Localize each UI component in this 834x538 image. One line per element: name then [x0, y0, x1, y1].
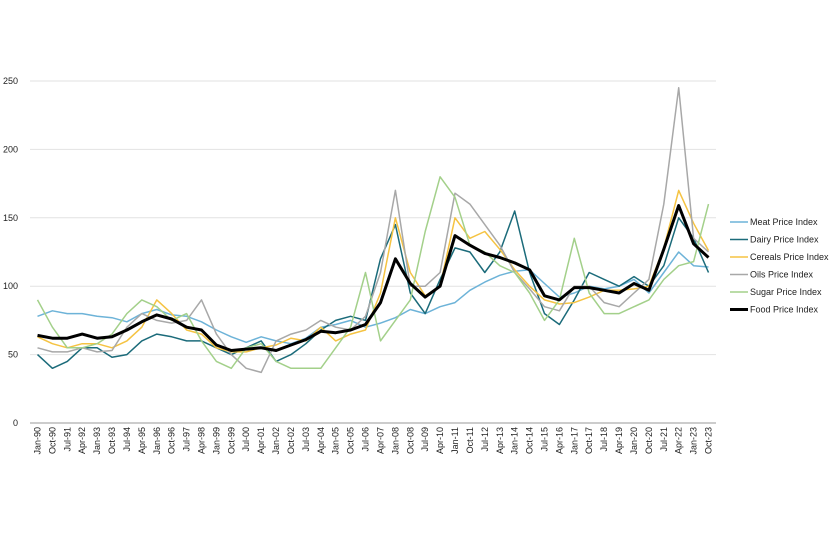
y-tick-label: 100 [3, 281, 18, 291]
x-tick-label: Apr-92 [77, 427, 87, 454]
x-tick-label: Jul-03 [301, 427, 311, 452]
series-line [36, 176, 710, 370]
x-tick-label: Oct-17 [584, 427, 594, 454]
x-tick-label: Jan-93 [92, 427, 102, 455]
legend-label: Food Price Index [750, 305, 819, 315]
x-tick-label: Jul-06 [361, 427, 371, 452]
x-tick-label: Oct-08 [405, 427, 415, 454]
x-tick-label: Oct-90 [47, 427, 57, 454]
x-tick-label: Apr-98 [197, 427, 207, 454]
x-tick-label: Oct-11 [465, 427, 475, 453]
x-tick-label: Jan-23 [689, 427, 699, 455]
x-tick-label: Apr-16 [554, 427, 564, 454]
x-tick-label: Jul-97 [182, 427, 192, 452]
x-tick-label: Apr-95 [137, 427, 147, 454]
x-tick-label: Jan-96 [152, 427, 162, 455]
x-tick-label: Jan-14 [510, 427, 520, 455]
x-tick-label: Apr-13 [495, 427, 505, 454]
y-tick-label: 150 [3, 213, 18, 223]
x-tick-label: Jan-08 [390, 427, 400, 455]
legend-label: Sugar Price Index [750, 287, 822, 297]
x-tick-label: Jul-15 [540, 427, 550, 452]
x-tick-label: Apr-19 [614, 427, 624, 454]
x-tick-label: Apr-01 [256, 427, 266, 454]
x-tick-label: Jan-20 [629, 427, 639, 455]
x-tick-label: Jul-09 [420, 427, 430, 452]
x-tick-label: Jan-17 [569, 427, 579, 455]
x-tick-label: Oct-05 [346, 427, 356, 454]
x-tick-label: Oct-99 [226, 427, 236, 454]
x-tick-label: Oct-93 [107, 427, 117, 454]
x-tick-label: Jul-21 [659, 427, 669, 452]
y-tick-label: 250 [3, 76, 18, 86]
x-tick-label: Jan-05 [331, 427, 341, 455]
x-tick-label: Apr-07 [375, 427, 385, 454]
y-tick-label: 50 [8, 350, 18, 360]
x-tick-label: Oct-02 [286, 427, 296, 454]
x-tick-label: Jul-12 [480, 427, 490, 452]
legend-label: Oils Price Index [750, 270, 814, 280]
x-tick-label: Jan-99 [211, 427, 221, 455]
legend-label: Dairy Price Index [750, 235, 819, 245]
x-tick-label: Jan-11 [450, 427, 460, 454]
x-tick-label: Jan-02 [271, 427, 281, 455]
legend-label: Meat Price Index [750, 217, 818, 227]
series-line [36, 210, 710, 370]
y-tick-label: 200 [3, 144, 18, 154]
x-tick-label: Oct-96 [167, 427, 177, 454]
x-tick-label: Apr-22 [674, 427, 684, 454]
x-tick-label: Jan-90 [32, 427, 42, 455]
legend-label: Cereals Price Index [750, 252, 829, 262]
x-tick-label: Jul-94 [122, 427, 132, 452]
series-line [37, 189, 710, 353]
y-tick-label: 0 [13, 418, 18, 428]
series-line [37, 204, 710, 352]
x-tick-label: Oct-23 [704, 427, 714, 454]
x-tick-label: Apr-04 [316, 427, 326, 454]
x-tick-label: Oct-20 [644, 427, 654, 454]
x-tick-label: Apr-10 [435, 427, 445, 454]
x-tick-label: Jul-18 [599, 427, 609, 452]
x-tick-label: Oct-14 [525, 427, 535, 454]
x-tick-label: Jul-91 [62, 427, 72, 452]
x-tick-label: Jul-00 [241, 427, 251, 452]
